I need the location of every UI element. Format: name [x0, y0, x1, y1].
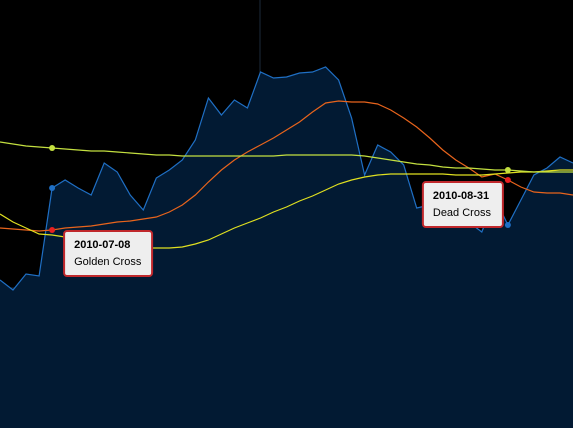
annotation-date: 2010-07-08	[74, 239, 130, 251]
annotation-text: Dead Cross	[433, 207, 492, 219]
marker	[504, 222, 511, 228]
marker	[49, 145, 56, 151]
area	[0, 67, 573, 428]
annotation-text: Golden Cross	[74, 256, 142, 268]
annotation-date: 2010-08-31	[433, 190, 489, 202]
marker	[49, 185, 56, 191]
marker	[49, 227, 56, 233]
line	[0, 141, 573, 173]
marker	[504, 167, 511, 173]
annotation-box	[63, 230, 154, 277]
line	[0, 100, 573, 232]
marker	[504, 177, 511, 183]
line	[0, 66, 573, 291]
annotation-box	[421, 181, 504, 228]
